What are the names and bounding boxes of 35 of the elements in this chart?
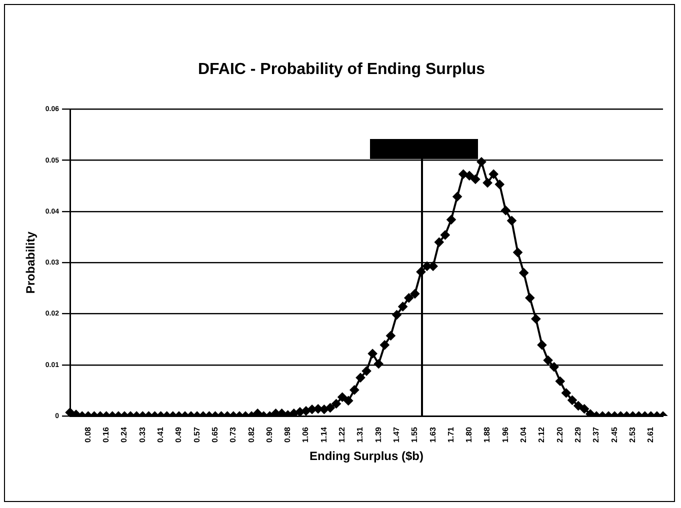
x-tick-label: 0.49 xyxy=(174,426,184,443)
x-tick-label: 0.24 xyxy=(120,426,129,443)
x-tick-label: 1.31 xyxy=(356,426,365,443)
x-tick-label: 0.82 xyxy=(246,426,256,443)
x-tick-label: 1.39 xyxy=(374,426,383,443)
x-tick-label: 2.12 xyxy=(537,426,546,443)
x-axis-title: Ending Surplus ($b) xyxy=(310,449,424,464)
y-axis-title: Probability xyxy=(24,231,38,294)
x-tick-label: 1.55 xyxy=(410,426,420,443)
x-tick-label: 1.88 xyxy=(482,426,492,443)
x-tick-label: 2.61 xyxy=(646,426,656,443)
x-tick-label: 0.33 xyxy=(138,426,147,443)
x-tick-label: 1.22 xyxy=(338,426,347,443)
x-tick-label: 0.90 xyxy=(264,426,274,443)
x-tick-label: 0.16 xyxy=(102,426,111,443)
x-tick-label: 2.37 xyxy=(592,426,601,443)
x-tick-label: 1.63 xyxy=(428,426,438,443)
chart-title: DFAIC - Probability of Ending Surplus xyxy=(198,61,486,78)
x-tick-label: 1.80 xyxy=(464,426,474,443)
x-tick-label: 2.04 xyxy=(519,426,528,443)
x-tick-label: 0.41 xyxy=(156,426,165,443)
x-tick-label: 2.45 xyxy=(610,426,619,443)
x-tick-label: 1.47 xyxy=(392,426,401,443)
x-tick-label: 2.29 xyxy=(573,426,582,443)
x-tick-label: 1.06 xyxy=(301,426,310,443)
x-tick-label: 2.20 xyxy=(555,426,564,443)
x-tick-label: 2.53 xyxy=(628,426,637,443)
x-tick-label: 0.65 xyxy=(210,426,220,443)
x-tick-label: 0.08 xyxy=(83,426,92,443)
x-tick-label: 0.98 xyxy=(283,426,292,443)
x-tick-label: 0.73 xyxy=(228,426,238,443)
x-tick-label: 1.14 xyxy=(319,426,328,443)
x-tick-label: 0.57 xyxy=(192,426,202,443)
x-tick-label: 1.96 xyxy=(500,426,510,443)
x-tick-label: 1.71 xyxy=(446,426,456,443)
